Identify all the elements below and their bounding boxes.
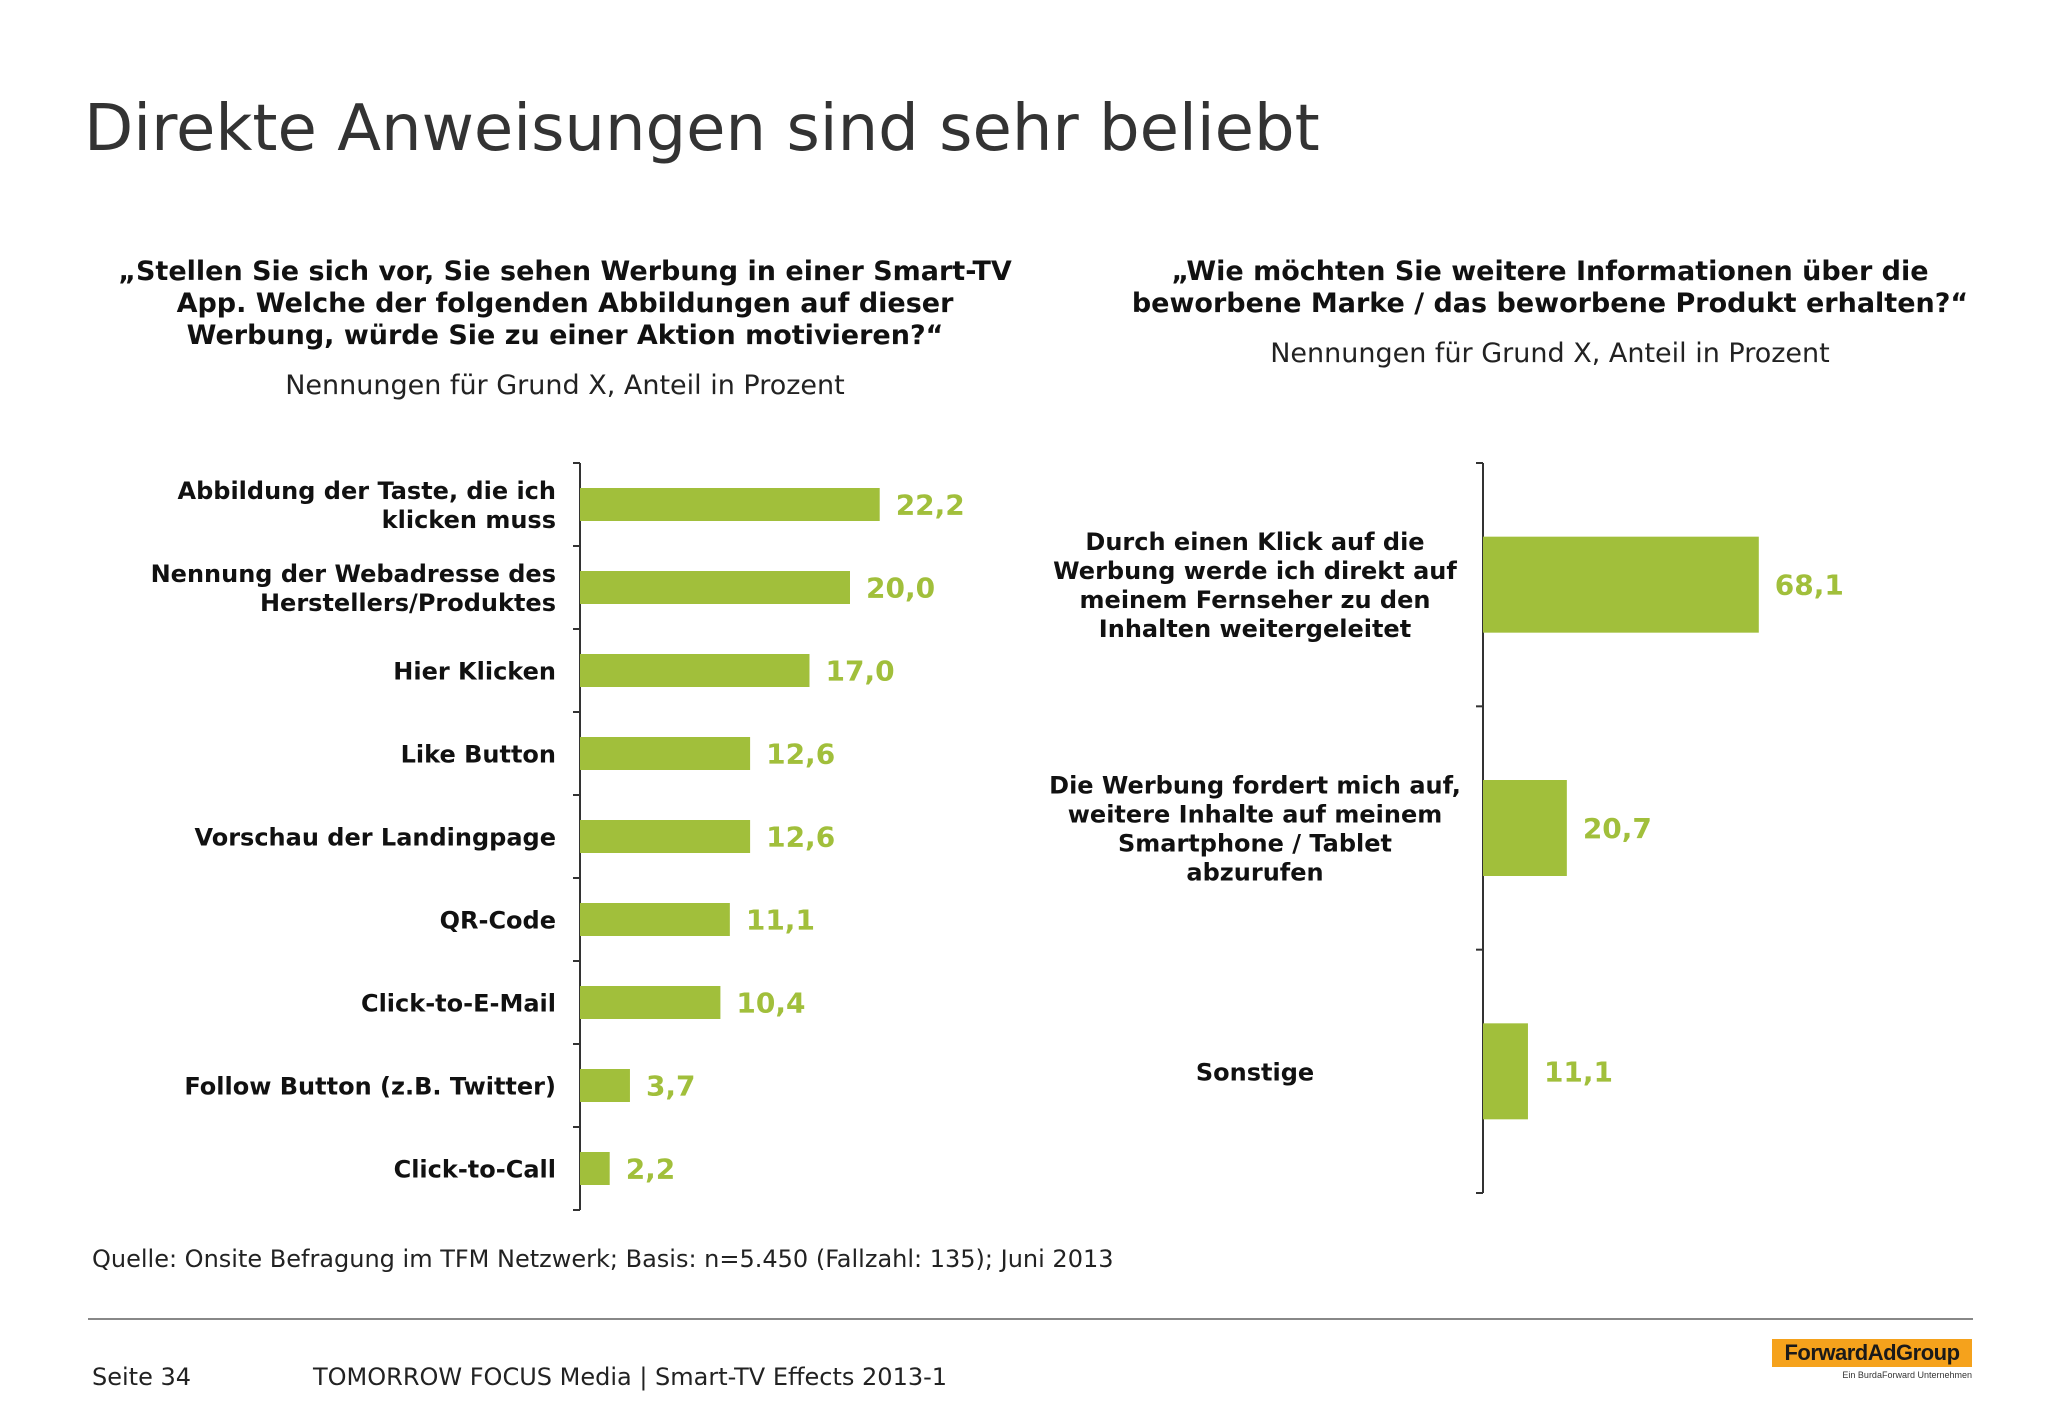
category-label: QR-Code (440, 907, 556, 935)
category-label: Nennung der Webadresse des Herstellers/Pr… (151, 560, 556, 617)
category-label-line: Hier Klicken (393, 658, 556, 686)
category-label-line: klicken muss (382, 506, 556, 534)
bar (580, 820, 751, 853)
data-label: 11,1 (1544, 1055, 1613, 1088)
category-label-line: Vorschau der Landingpage (194, 824, 556, 852)
left-subtitle: Nennungen für Grund X, Anteil in Prozent (285, 370, 845, 401)
bar (580, 488, 880, 521)
category-label: Follow Button (z.B. Twitter) (184, 1073, 556, 1101)
category-label-line: Inhalten weitergeleitet (1099, 615, 1411, 643)
source-note: Quelle: Onsite Befragung im TFM Netzwerk… (92, 1245, 1114, 1273)
category-label-line: Smartphone / Tablet (1118, 830, 1392, 858)
category-label: Like Button (401, 741, 556, 769)
footer-text: TOMORROW FOCUS Media | Smart-TV Effects … (313, 1363, 948, 1391)
category-label-line: meinem Fernseher zu den (1080, 586, 1431, 614)
data-label: 17,0 (826, 655, 895, 688)
left-bar-chart: 22,2 Abbildung der Taste, die ich klicken … (151, 462, 965, 1211)
right-bar-chart: 68,1 Durch einen Klick auf die Werbung wer… (1049, 462, 1844, 1194)
page-number: Seite 34 (92, 1363, 192, 1391)
category-label: Click-to-Call (394, 1156, 556, 1184)
forwardadgroup-logo: ForwardAdGroup Ein BurdaForward Unterneh… (1772, 1339, 1972, 1380)
right-question: „Wie möchten Sie weitere Informationen ü… (1080, 256, 2020, 320)
page-title: Direkte Anweisungen sind sehr beliebt (84, 92, 1320, 166)
data-label: 22,2 (896, 489, 965, 522)
category-label-line: QR-Code (440, 907, 556, 935)
right-question-line: „Wie möchten Sie weitere Informationen ü… (1171, 256, 1929, 287)
category-label: Abbildung der Taste, die ich klicken muss (178, 477, 556, 534)
bar (580, 737, 751, 770)
bar (580, 654, 810, 687)
data-label: 20,0 (866, 572, 935, 605)
logo-wordmark: ForwardAdGroup (1772, 1339, 1972, 1367)
bar (580, 1152, 610, 1185)
left-question-line: Werbung, würde Sie zu einer Aktion motiv… (186, 320, 944, 351)
logo-tagline: Ein BurdaForward Unternehmen (1842, 1370, 1972, 1380)
data-label: 12,6 (766, 821, 835, 854)
category-label-line: Sonstige (1196, 1058, 1314, 1086)
category-label-line: Herstellers/Produktes (260, 589, 556, 617)
category-label-line: Like Button (401, 741, 556, 769)
data-label: 68,1 (1775, 569, 1844, 602)
bar (1483, 536, 1759, 633)
category-label-line: Abbildung der Taste, die ich (178, 477, 556, 505)
bar (580, 1069, 630, 1102)
category-label-line: weitere Inhalte auf meinem (1068, 801, 1442, 829)
category-label-line: Click-to-Call (394, 1156, 556, 1184)
data-label: 11,1 (746, 904, 815, 937)
category-label: Die Werbung fordert mich auf, weitere Inh… (1049, 772, 1461, 887)
category-label-line: Nennung der Webadresse des (151, 560, 556, 588)
left-question-line: „Stellen Sie sich vor, Sie sehen Werbung… (118, 256, 1012, 287)
category-label-line: Durch einen Klick auf die (1085, 528, 1424, 556)
left-question: „Stellen Sie sich vor, Sie sehen Werbung… (70, 256, 1060, 352)
category-label-line: Werbung werde ich direkt auf (1053, 557, 1457, 585)
category-label: Vorschau der Landingpage (194, 824, 556, 852)
data-label: 2,2 (626, 1153, 676, 1186)
right-question-line: beworbene Marke / das beworbene Produkt … (1131, 288, 1969, 319)
bar (580, 903, 730, 936)
right-subtitle: Nennungen für Grund X, Anteil in Prozent (1270, 338, 1830, 369)
data-label: 12,6 (766, 738, 835, 771)
data-label: 20,7 (1583, 812, 1652, 845)
category-label: Durch einen Klick auf die Werbung werde i… (1053, 528, 1457, 643)
bar (1483, 780, 1567, 876)
category-label-line: Die Werbung fordert mich auf, (1049, 772, 1461, 800)
footer-divider (88, 1318, 1973, 1320)
category-label-line: Click-to-E-Mail (361, 990, 556, 1018)
category-label-line: abzurufen (1186, 859, 1323, 887)
data-label: 3,7 (646, 1070, 696, 1103)
category-label: Sonstige (1196, 1058, 1314, 1086)
category-label-line: Follow Button (z.B. Twitter) (184, 1073, 556, 1101)
left-question-line: App. Welche der folgenden Abbildungen au… (176, 288, 954, 319)
category-label: Click-to-E-Mail (361, 990, 556, 1018)
category-label: Hier Klicken (393, 658, 556, 686)
bar (1483, 1023, 1528, 1120)
bar (580, 571, 850, 604)
data-label: 10,4 (736, 987, 805, 1020)
bar (580, 986, 721, 1019)
